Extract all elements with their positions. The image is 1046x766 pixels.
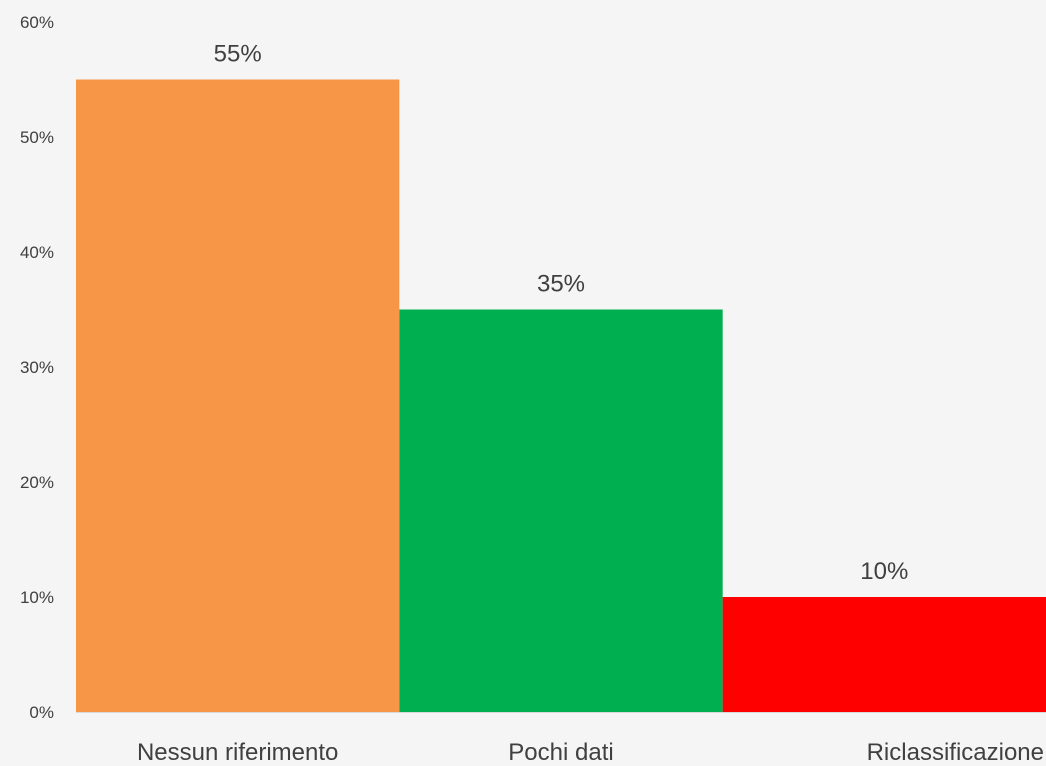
bar (76, 79, 400, 712)
x-tick-label: Riclassificazione (867, 739, 1044, 766)
y-tick-label: 20% (20, 473, 54, 492)
data-labels: 55% 35% 10% (214, 41, 909, 586)
bar (399, 309, 723, 712)
data-label: 55% (214, 41, 262, 68)
bars (76, 79, 1046, 712)
y-tick-label: 30% (20, 358, 54, 377)
x-tick-label: Pochi dati (508, 739, 613, 766)
y-tick-label: 60% (20, 13, 54, 32)
y-tick-label: 40% (20, 243, 54, 262)
bar (722, 597, 1046, 712)
y-tick-label: 0% (29, 703, 54, 722)
data-label: 10% (860, 558, 908, 585)
x-axis: Nessun riferimento Pochi dati Riclassifica… (76, 712, 1046, 766)
data-label: 35% (537, 271, 585, 298)
y-tick-label: 10% (20, 588, 54, 607)
x-tick-label: Nessun riferimento (137, 739, 338, 766)
y-axis: 0% 10% 20% 30% 40% 50% 60% (20, 13, 54, 722)
y-tick-label: 50% (20, 128, 54, 147)
